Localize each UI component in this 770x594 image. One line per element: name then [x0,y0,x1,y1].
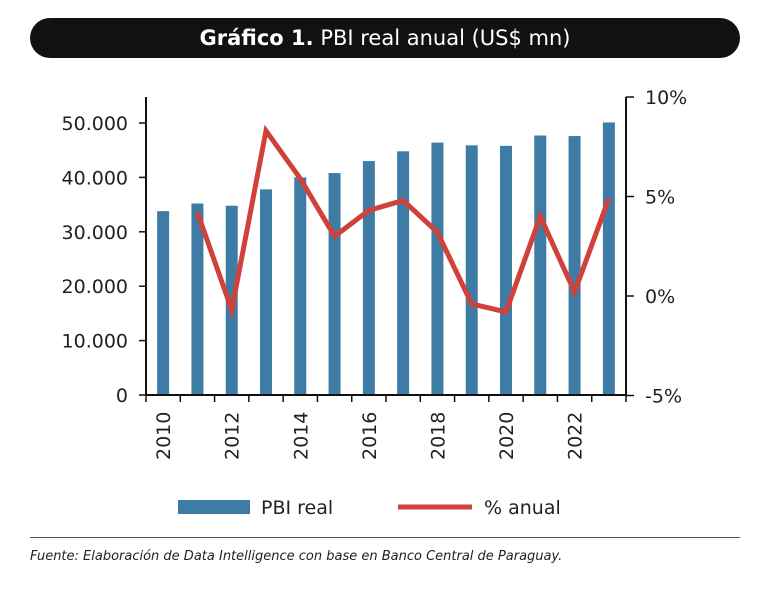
legend-label-pbi-real: PBI real [261,497,333,519]
legend-swatch-pbi-real [178,500,250,514]
title-text: PBI real anual (US$ mn) [320,26,571,50]
right-tick-label: 5% [645,187,675,209]
right-tick-label: 10% [645,87,687,109]
bar-2019 [465,145,478,395]
right-tick-label: -5% [645,386,682,408]
bar-2013 [260,189,272,395]
bar-2016 [362,161,375,395]
bar-2014 [294,177,307,395]
bar-2023 [602,122,615,396]
left-tick-label: 20.000 [62,276,128,298]
x-tick-label-2020: 2020 [496,412,518,460]
x-tick-label-2010: 2010 [153,412,175,460]
legend-label-annual: % anual [484,497,561,519]
x-tick-label-2022: 2022 [565,412,587,460]
right-tick-label: 0% [645,286,675,308]
x-tick-label-2016: 2016 [359,412,381,460]
chart-title: Gráfico 1. PBI real anual (US$ mn) [30,18,740,58]
source-note: Fuente: Elaboración de Data Intelligence… [30,549,563,564]
bar-2017 [397,151,410,395]
left-tick-label: 50.000 [62,113,128,135]
bar-2022 [568,136,581,395]
bar-2021 [534,135,547,395]
x-tick-label-2014: 2014 [290,412,312,460]
x-tick-label-2018: 2018 [427,412,449,460]
left-tick-label: 40.000 [62,167,128,189]
bar-2010 [157,211,170,395]
bar-2011 [191,203,204,395]
divider [30,537,740,538]
left-tick-label: 0 [116,385,128,407]
left-tick-label: 10.000 [62,331,128,353]
figure-number: Gráfico 1. [199,26,314,50]
bar-2018 [431,142,444,395]
x-tick-label-2012: 2012 [222,412,244,460]
bar-2015 [328,173,341,395]
bar-2020 [500,145,512,395]
left-tick-label: 30.000 [62,222,128,244]
